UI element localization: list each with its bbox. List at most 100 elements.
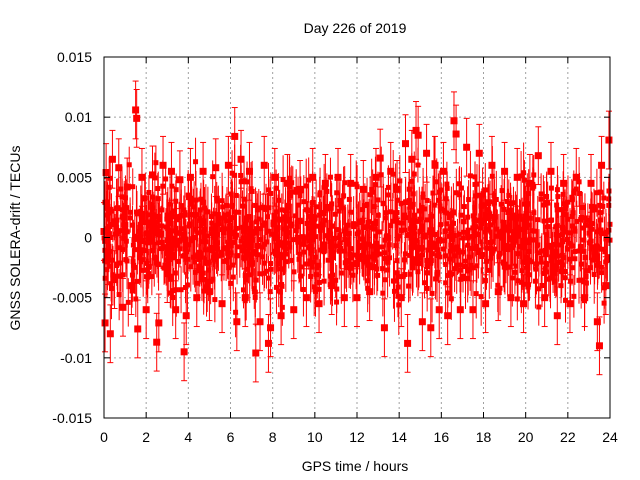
noise-marker [306,238,312,244]
noise-marker [508,244,514,250]
data-point [104,252,112,260]
noise-marker [232,231,238,237]
noise-marker [156,217,162,223]
noise-marker [544,232,550,238]
noise-marker [150,205,156,211]
noise-marker [176,215,182,221]
data-point [387,167,395,175]
noise-marker [416,253,422,259]
noise-marker [519,216,525,222]
data-point [119,303,127,311]
noise-marker [206,267,212,273]
noise-marker [544,193,550,199]
data-point [199,167,207,175]
noise-marker [601,231,607,237]
noise-marker [336,248,342,254]
noise-marker [260,222,266,228]
noise-marker [407,252,413,258]
noise-marker [188,195,194,201]
noise-marker [572,226,578,232]
noise-marker [121,235,127,241]
noise-marker [267,289,273,295]
noise-marker [273,185,279,191]
noise-marker [370,189,376,195]
noise-marker [240,287,246,293]
noise-marker [172,270,178,276]
noise-marker [564,237,570,243]
noise-marker [198,196,204,202]
noise-marker [341,193,347,199]
noise-marker [192,259,198,265]
noise-marker [565,246,571,252]
noise-marker [216,221,222,227]
noise-marker [470,213,476,219]
noise-marker [379,244,385,250]
noise-marker [123,228,129,234]
y-tick-label: 0.005 [57,169,92,185]
noise-marker [448,231,454,237]
noise-marker [556,259,562,265]
noise-marker [313,234,319,240]
noise-marker [498,235,504,241]
noise-marker [481,217,487,223]
data-point [488,161,496,169]
noise-marker [374,266,380,272]
noise-marker [570,210,576,216]
noise-marker [134,247,140,253]
noise-marker [392,213,398,219]
noise-marker [241,178,247,184]
noise-marker [410,260,416,266]
noise-marker [280,242,286,248]
noise-marker [273,284,279,290]
noise-marker [197,216,203,222]
noise-marker [334,227,340,233]
noise-marker [400,273,406,279]
noise-marker [545,200,551,206]
noise-marker [357,256,363,262]
data-point [224,161,232,169]
noise-marker [466,197,472,203]
data-point [463,143,471,151]
noise-marker [208,244,214,250]
noise-marker [382,237,388,243]
noise-marker [366,262,372,268]
noise-marker [515,278,521,284]
noise-marker [301,249,307,255]
noise-marker [331,255,337,261]
noise-marker [532,278,538,284]
noise-marker [325,206,331,212]
noise-marker [297,218,303,224]
noise-marker [574,218,580,224]
noise-marker [370,265,376,271]
noise-marker [247,272,253,278]
noise-marker [232,172,238,178]
noise-marker [152,223,158,229]
noise-marker [149,239,155,245]
noise-marker [233,309,239,315]
noise-marker [442,229,448,235]
noise-marker [245,252,251,258]
noise-marker [155,186,161,192]
noise-marker [240,203,246,209]
noise-marker [261,260,267,266]
noise-marker [550,251,556,257]
noise-marker [229,170,235,176]
noise-marker [521,177,527,183]
noise-marker [539,248,545,254]
noise-marker [303,235,309,241]
noise-marker [368,243,374,249]
noise-marker [597,217,603,223]
noise-marker [443,196,449,202]
data-point [366,288,374,296]
noise-marker [504,198,510,204]
noise-marker [321,241,327,247]
data-point [372,173,380,181]
noise-marker [540,202,546,208]
noise-marker [256,216,262,222]
noise-marker [529,228,535,234]
noise-marker [284,234,290,240]
noise-marker [486,215,492,221]
noise-marker [155,231,161,237]
noise-marker [501,219,507,225]
noise-marker [106,184,112,190]
